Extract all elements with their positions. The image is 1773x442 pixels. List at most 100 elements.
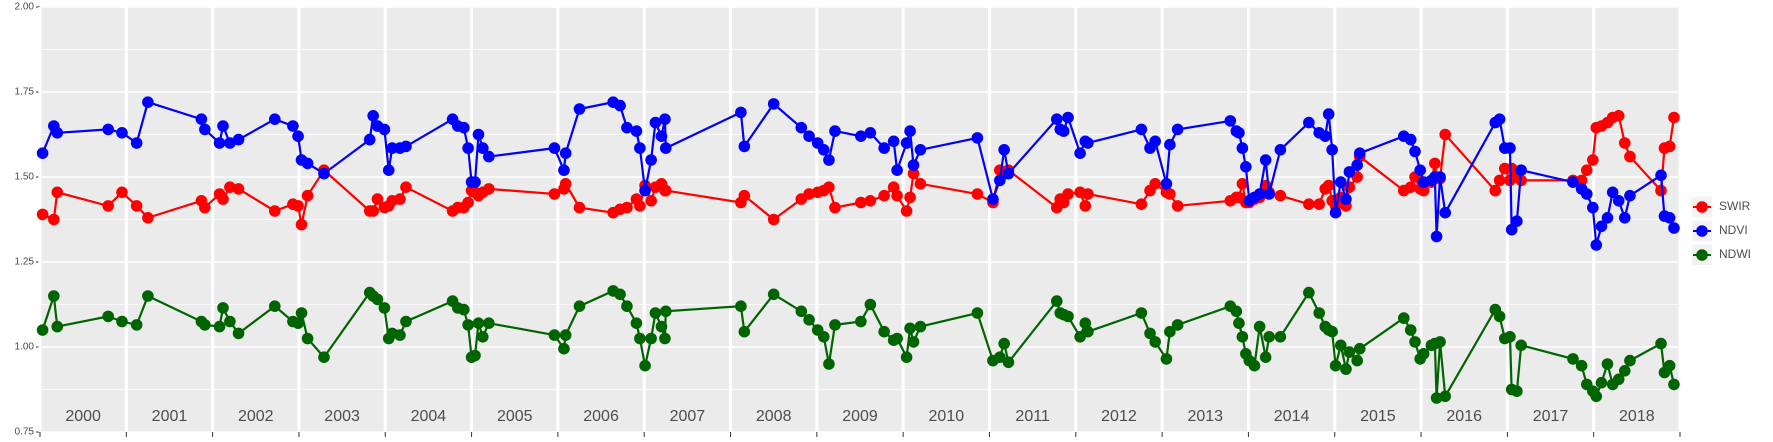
point	[1236, 142, 1249, 154]
point	[102, 310, 114, 323]
point	[1606, 186, 1619, 199]
point	[1253, 320, 1266, 333]
point	[645, 195, 657, 207]
point	[224, 315, 236, 328]
point	[803, 130, 815, 142]
point	[382, 164, 395, 176]
point	[1404, 324, 1417, 336]
point	[621, 121, 633, 134]
legend-label: NDVI	[1719, 223, 1748, 237]
point	[1236, 331, 1249, 343]
point	[483, 183, 495, 195]
legend-label: SWIR	[1719, 199, 1751, 213]
point	[1417, 184, 1430, 197]
point	[232, 133, 245, 146]
point	[1655, 337, 1667, 350]
point	[367, 205, 379, 217]
point	[1612, 373, 1625, 386]
point	[1417, 348, 1430, 360]
point	[817, 144, 830, 156]
point	[394, 329, 406, 341]
year-label: 2009	[842, 408, 878, 425]
point	[483, 317, 495, 330]
point	[907, 336, 920, 348]
point	[477, 331, 489, 343]
point	[1135, 198, 1148, 210]
point	[371, 193, 384, 205]
point	[268, 205, 281, 217]
point	[649, 116, 662, 129]
point	[217, 120, 229, 132]
point	[1236, 178, 1249, 190]
point	[1343, 346, 1356, 358]
point	[891, 164, 903, 176]
point	[1224, 115, 1237, 127]
point	[1313, 198, 1325, 210]
series	[36, 285, 1680, 404]
point	[142, 290, 154, 302]
point	[907, 167, 920, 180]
point	[217, 302, 229, 314]
point	[1062, 310, 1074, 323]
point	[1002, 167, 1015, 180]
point	[900, 205, 913, 217]
point	[659, 332, 671, 345]
legend-point	[1696, 249, 1708, 261]
point	[51, 186, 64, 199]
point	[1319, 130, 1332, 142]
point	[655, 130, 668, 142]
point	[1663, 212, 1676, 224]
point	[1351, 159, 1363, 171]
point	[829, 125, 841, 137]
point	[639, 359, 651, 372]
point	[1160, 178, 1173, 190]
point	[659, 184, 672, 197]
point	[829, 201, 841, 214]
point	[1397, 312, 1410, 324]
point	[864, 127, 877, 139]
point	[1511, 385, 1523, 398]
point	[378, 123, 391, 136]
point	[292, 317, 304, 330]
point	[630, 317, 643, 330]
point	[1434, 336, 1446, 348]
point	[1340, 363, 1352, 375]
point	[971, 188, 984, 200]
point	[803, 188, 815, 200]
point	[900, 137, 913, 149]
point	[767, 98, 780, 110]
point	[1430, 230, 1443, 243]
point	[232, 183, 245, 195]
year-label: 2007	[670, 408, 706, 425]
point	[891, 189, 903, 202]
point	[659, 142, 672, 154]
point	[1082, 188, 1094, 200]
point	[462, 319, 474, 331]
point	[1303, 116, 1315, 129]
year-label: 2011	[1015, 408, 1050, 425]
point	[1164, 325, 1176, 338]
point	[1274, 189, 1287, 202]
point	[1322, 108, 1335, 120]
point	[1351, 354, 1363, 367]
point	[1409, 336, 1421, 348]
point	[400, 140, 412, 153]
point	[1144, 327, 1156, 340]
point	[1057, 125, 1070, 137]
point	[659, 113, 671, 125]
point	[232, 327, 245, 340]
point	[224, 181, 236, 193]
point	[1353, 342, 1366, 355]
point	[767, 213, 780, 226]
series	[36, 96, 1680, 251]
point	[1668, 222, 1680, 234]
point	[738, 325, 751, 338]
point	[634, 200, 646, 212]
point	[817, 331, 830, 343]
point	[1655, 184, 1667, 197]
point	[621, 201, 633, 214]
point	[1404, 133, 1417, 146]
point	[1668, 378, 1680, 391]
point	[1313, 307, 1325, 319]
